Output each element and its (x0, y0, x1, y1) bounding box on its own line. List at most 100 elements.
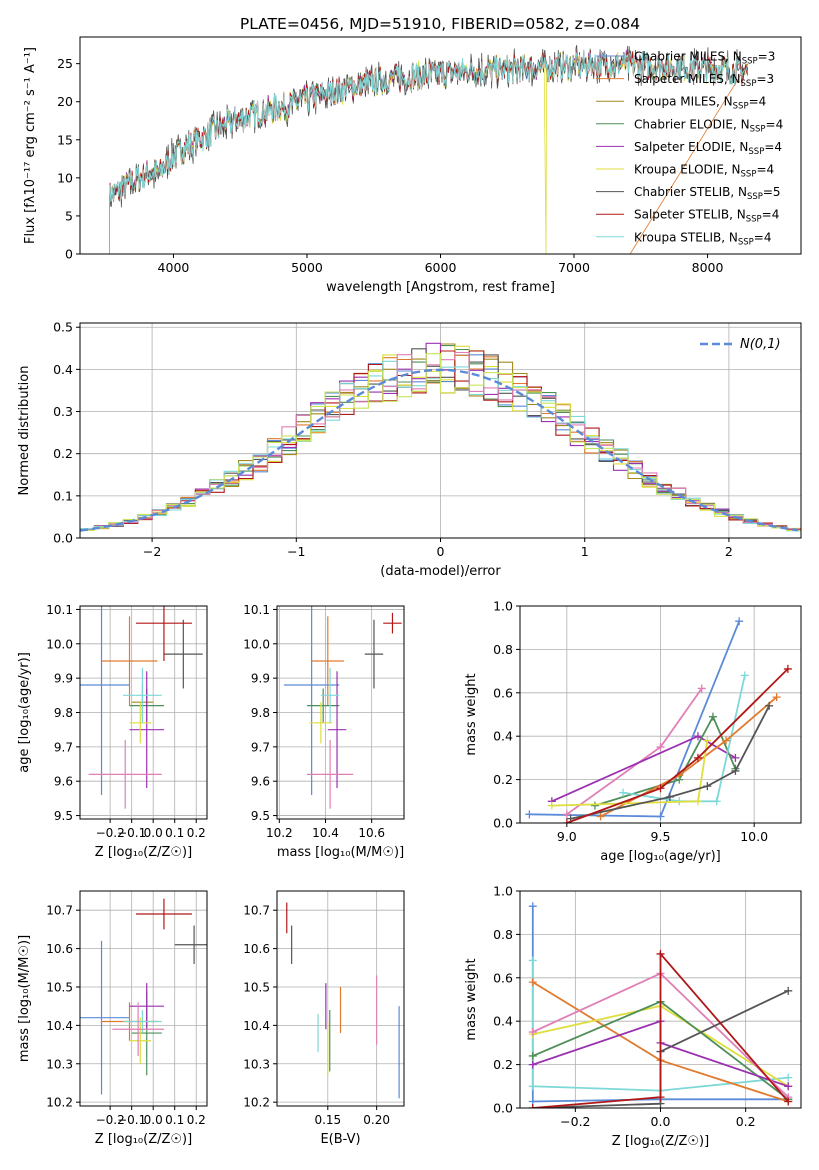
legend-label-subscript: SSP (733, 102, 749, 112)
weight-line-salpeter_miles (600, 696, 778, 818)
y-axis-label: Normed distribution (17, 366, 32, 496)
weight-marker (656, 784, 665, 793)
legend-label-suffix: =4 (766, 117, 784, 131)
y-tick-label: 0.2 (493, 1057, 513, 1072)
legend-label: Chabrier MILES, NSSP=3 (634, 50, 775, 67)
weight-marker (731, 766, 740, 775)
y-tick-label: 10.6 (46, 942, 73, 956)
x-tick-label: 0.20 (363, 1113, 390, 1127)
weight-marker (693, 732, 702, 741)
weight-marker (731, 753, 740, 762)
y-tick-label: 1.0 (493, 884, 513, 899)
x-tick-label: 9.0 (557, 829, 577, 844)
legend-label-suffix: =3 (756, 72, 774, 86)
x-tick-label: −0.2 (96, 826, 125, 840)
y-tick-label: 10.4 (243, 1019, 270, 1033)
weight-marker (528, 902, 537, 911)
weight-marker (712, 797, 721, 806)
weight-marker (656, 743, 665, 752)
weight-line-kroupa_stelib (531, 960, 789, 1092)
y-tick-label: 10.5 (46, 980, 73, 994)
x-tick-label: 6000 (425, 260, 457, 275)
y-tick-label: 0.2 (493, 772, 513, 787)
legend-label: Kroupa MILES, NSSP=4 (634, 95, 766, 112)
plot-area (80, 342, 801, 532)
weight-marker (693, 797, 702, 806)
weight-marker (528, 1028, 537, 1037)
y-tick-label: 9.5 (251, 809, 270, 823)
plot-area (109, 45, 748, 254)
weight-line-salpeter_elodie (551, 735, 736, 803)
x-tick-label: 9.5 (651, 829, 671, 844)
y-tick-label: 9.6 (251, 775, 270, 789)
weight-marker (665, 792, 674, 801)
y-tick-label: 9.9 (54, 672, 73, 686)
y-tick-label: 0.0 (53, 531, 73, 546)
weight-marker (528, 1051, 537, 1060)
y-tick-label: 10.6 (243, 942, 270, 956)
legend-label-suffix: =4 (762, 208, 780, 222)
x-tick-label: 0 (437, 544, 445, 559)
x-tick-label: 10.6 (358, 826, 385, 840)
x-tick-label: 0.2 (187, 826, 206, 840)
x-axis-label: mass [log₁₀(M/M☉)] (277, 845, 404, 860)
y-tick-label: 10.3 (243, 1057, 270, 1071)
y-tick-label: 9.8 (251, 706, 270, 720)
x-tick-label: 8000 (692, 260, 724, 275)
y-axis-label: Flux [fλ10⁻¹⁷ erg cm⁻² s⁻¹ A⁻¹] (23, 47, 38, 244)
weight-marker (547, 801, 556, 810)
y-tick-label: 10.3 (46, 1057, 73, 1071)
weight-marker (590, 801, 599, 810)
y-tick-label: 10.0 (46, 637, 73, 651)
x-tick-label: 10.4 (312, 826, 339, 840)
y-tick-label: 0.1 (53, 488, 73, 503)
x-tick-label: 0.15 (314, 1113, 341, 1127)
y-tick-label: 9.8 (54, 706, 73, 720)
weight-marker (772, 693, 781, 702)
legend-label: N(0,1) (740, 337, 781, 352)
mass-weight-vs-metallicity-panel: −0.2 0.0 0.2 0.0 0.2 0.4 0.6 0.8 1.0 Z [log₁₀(Z/Z… (464, 884, 802, 1149)
x-axis-label: Z [log₁₀(Z/Z☉)] (95, 1132, 192, 1147)
y-tick-label: 9.6 (54, 775, 73, 789)
y-tick-label: 0.0 (493, 816, 513, 831)
y-axis-label: mass [log₁₀(M/M☉)] (17, 935, 32, 1062)
mass-vs-ebv-panel: 0.15 0.20 10.2 10.3 10.4 10.5 10.6 10.7 E(B-V) (243, 890, 405, 1147)
y-tick-label: 10.2 (243, 1096, 270, 1110)
y-tick-label: 0.6 (493, 970, 513, 985)
x-tick-label: 1 (581, 544, 589, 559)
x-tick-label: 0.1 (165, 826, 184, 840)
weight-marker (562, 819, 571, 823)
legend-label: Chabrier ELODIE, NSSP=4 (634, 117, 783, 134)
y-tick-label: 9.7 (54, 740, 73, 754)
age-vs-metallicity-panel: −0.2−0.10.0 0.1 0.2 9.5 9.6 9.7 9.8 9.9 10.0 10.1… (17, 603, 208, 860)
y-tick-label: 10.2 (46, 1096, 73, 1110)
x-tick-label: −1 (287, 544, 305, 559)
residuals-panel: N(0,1) −2 −1 0 1 2 0.0 0.1 0.2 0.3 0.4 0.5 (data-mod… (17, 320, 802, 579)
legend-label-subscript: SSP (747, 192, 763, 202)
weight-line-salpeter_stelib (532, 951, 789, 1108)
legend-label-subscript: SSP (738, 237, 754, 247)
y-tick-label: 0.8 (493, 642, 513, 657)
x-tick-label: 7000 (558, 260, 590, 275)
y-tick-label: 10 (57, 170, 73, 185)
weight-marker (703, 782, 712, 791)
y-tick-label: 0.3 (53, 404, 73, 419)
y-tick-label: 25 (57, 56, 73, 71)
x-tick-label: 5000 (291, 260, 323, 275)
x-tick-label: 0.0 (651, 1114, 671, 1129)
x-tick-label: 0.0 (144, 1113, 163, 1127)
mass-vs-metallicity-panel: −0.2−0.10.0 0.1 0.2 10.2 10.3 10.4 10.5 10.6 10.… (17, 890, 208, 1147)
weight-line-chabrier_elodie (594, 714, 737, 807)
y-tick-label: 0.4 (493, 729, 513, 744)
weight-marker (693, 753, 702, 762)
y-tick-label: 0 (65, 247, 73, 262)
weight-marker (656, 812, 665, 821)
y-tick-label: 0.0 (493, 1101, 513, 1116)
legend-label: Salpeter ELODIE, NSSP=4 (634, 140, 782, 157)
y-tick-label: 0.2 (53, 446, 73, 461)
plot-area (528, 902, 793, 1108)
weight-marker (619, 788, 628, 797)
age-vs-mass-panel: 10.2 10.4 10.6 9.5 9.6 9.7 9.8 9.9 10.0 10.1 mass … (243, 603, 405, 860)
weight-marker (784, 1082, 793, 1091)
weight-marker (784, 986, 793, 995)
